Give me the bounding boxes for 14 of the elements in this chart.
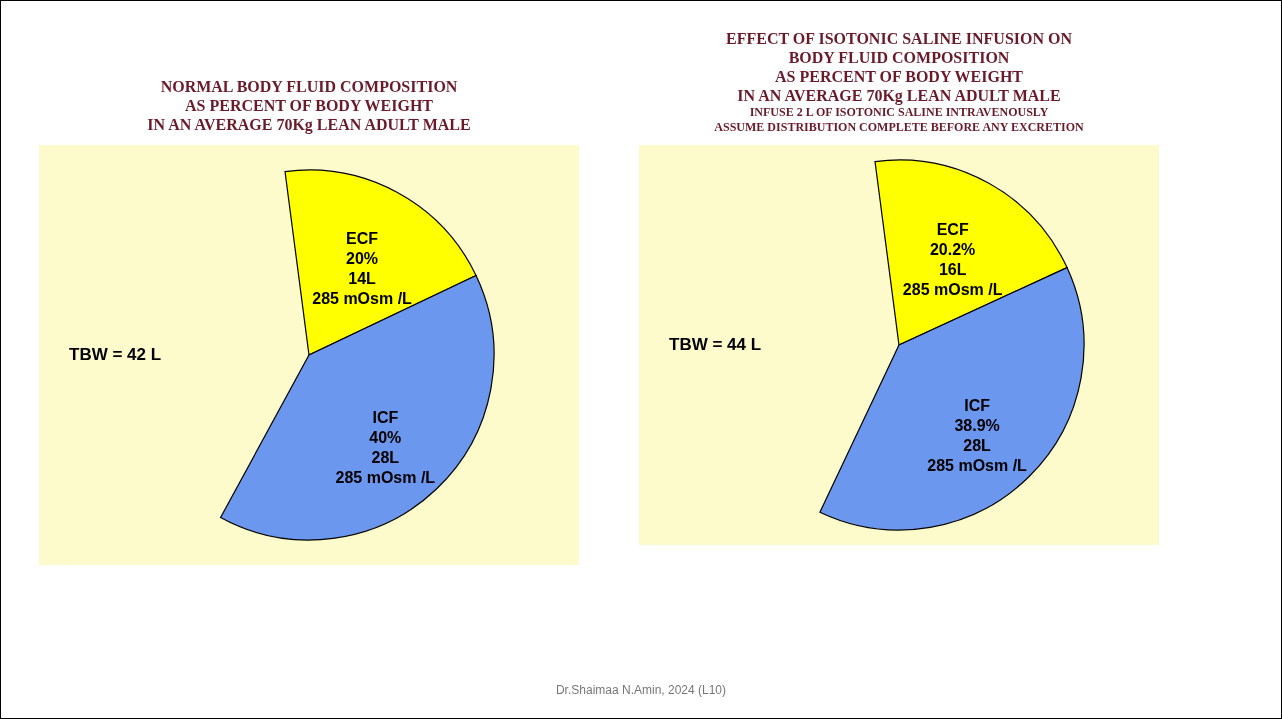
data-label: 20.2% 16L 285 mOsm /L: [902, 240, 1003, 298]
chart-subtitle: INFUSE 2 L OF ISOTONIC SALINE INTRAVENOUSLY ASSUME DISTRIBUTION COMPLETE BEFORE ANY EXCRETION: [714, 105, 1084, 134]
slice-label: ICF: [964, 396, 991, 414]
slice-label: ECF: [346, 230, 379, 248]
data-label: 38.9% 28L 285 mOsm /L: [927, 416, 1028, 474]
chart-title: NORMAL BODY FLUID COMPOSITION AS PERCENT OF BODY WEIGHT IN AN AVERAGE 70Kg LEAN ADULT MALE: [147, 78, 471, 134]
slice-label: ECF: [936, 220, 969, 238]
text: Dr.Shaimaa N.Amin, 2024 (L10): [554, 683, 728, 697]
text: TBW = 44 L: [669, 335, 762, 354]
text: TBW = 42 L: [69, 345, 162, 364]
data-label: 40% 28L 285 mOsm /L: [335, 428, 436, 486]
data-label: 20% 14L 285 mOsm /L: [312, 250, 413, 308]
chart-title: EFFECT OF ISOTONIC SALINE INFUSION ON BODY FLUID COMPOSITION AS PERCENT OF BODY WEIGHT IN AN AVERAGE 70Kg LEAN ADULT MALE: [726, 30, 1073, 105]
slice-label: ICF: [372, 408, 399, 426]
